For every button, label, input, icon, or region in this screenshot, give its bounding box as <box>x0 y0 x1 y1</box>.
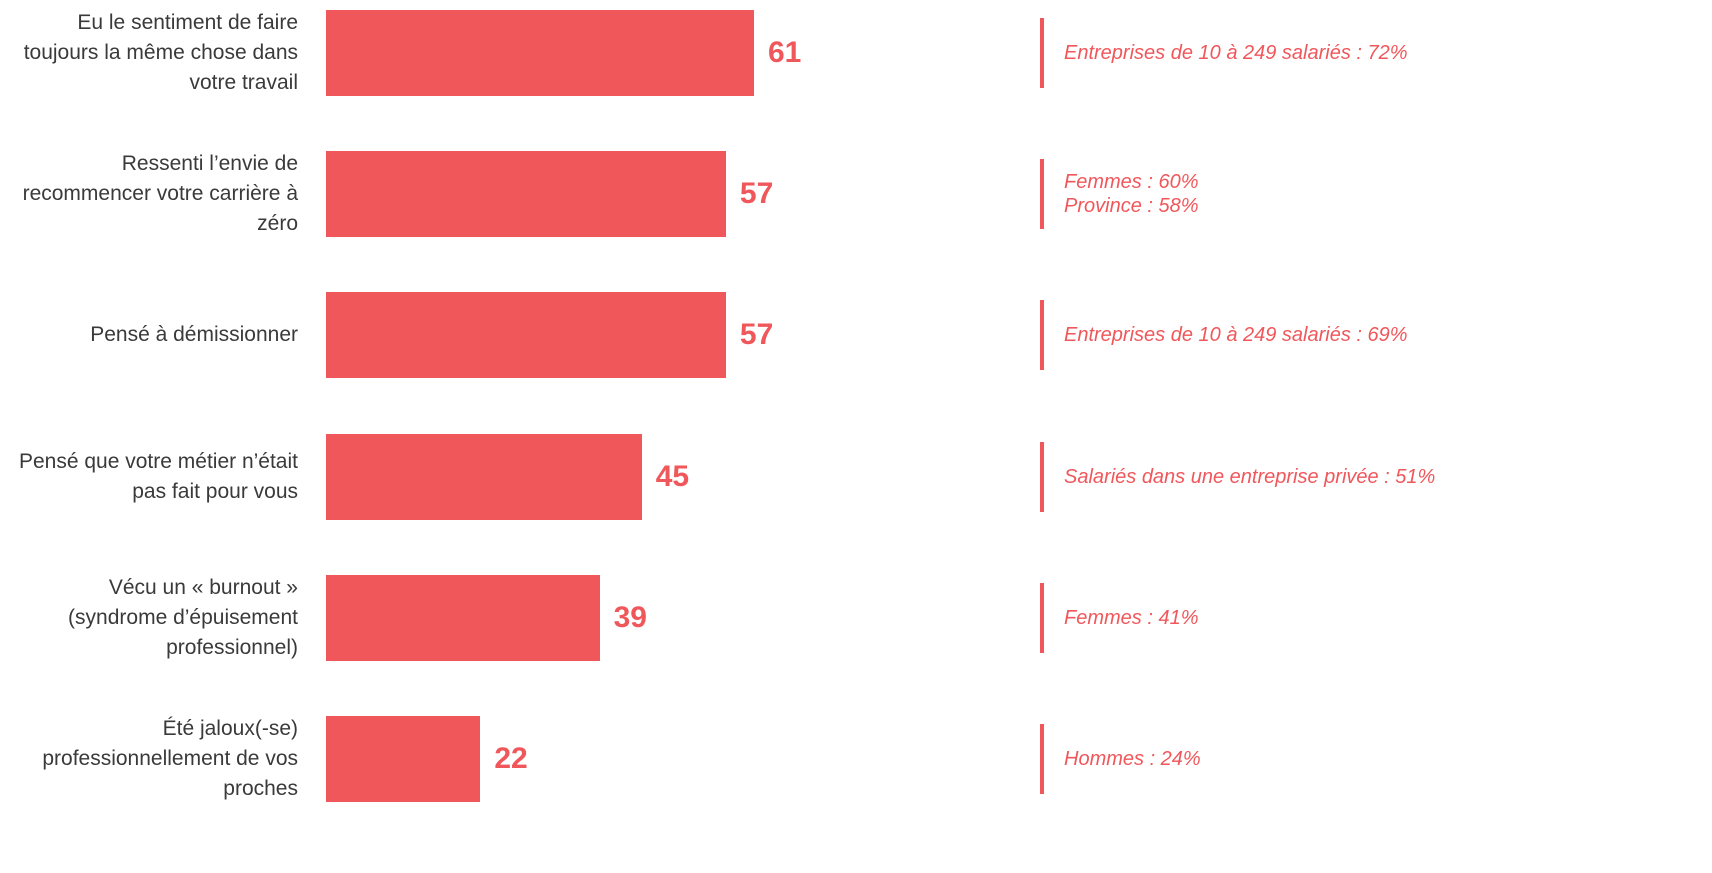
annotation: Entreprises de 10 à 249 salariés : 72% <box>1040 18 1408 88</box>
annotation-line: Entreprises de 10 à 249 salariés : 69% <box>1064 324 1408 347</box>
value-label: 22 <box>494 742 528 775</box>
annotation: Hommes : 24% <box>1040 724 1201 794</box>
annotation: Entreprises de 10 à 249 salariés : 69% <box>1040 300 1408 371</box>
annotation: Femmes : 41% <box>1040 582 1199 653</box>
category-label: Eu le sentiment de faire toujours la mêm… <box>23 11 298 94</box>
annotation-line: Femmes : 60% <box>1064 171 1199 194</box>
value-label: 57 <box>739 177 774 211</box>
annotation-line: Femmes : 41% <box>1064 606 1199 629</box>
annotation-line: Salariés dans une entreprise privée : 51… <box>1064 465 1436 488</box>
annotation-line: Province : 58% <box>1064 195 1199 218</box>
category-label: Ressenti l’envie de recommencer votre ca… <box>22 152 298 236</box>
value-label: 61 <box>768 36 802 69</box>
annotation-line: Hommes : 24% <box>1064 748 1201 770</box>
category-label: Pensé à démissionner <box>90 323 298 347</box>
annotation: Salariés dans une entreprise privée : 51… <box>1040 441 1436 512</box>
bar <box>326 10 754 96</box>
bar <box>326 716 481 802</box>
value-label: 45 <box>655 459 690 493</box>
bar <box>326 151 726 238</box>
annotation: Femmes : 60% Province : 58% <box>1040 159 1199 230</box>
category-label: Pensé que votre métier n’était pas fait … <box>19 449 298 503</box>
category-label: Vécu un « burnout » (syndrome d’épuiseme… <box>68 575 298 659</box>
category-label: Été jaloux(-se) professionnellement de v… <box>42 717 298 800</box>
annotation-line: Entreprises de 10 à 249 salariés : 72% <box>1064 42 1408 64</box>
value-label: 57 <box>739 318 774 352</box>
bar <box>326 433 642 520</box>
value-label: 39 <box>613 600 647 634</box>
bar <box>326 292 726 379</box>
bar <box>326 574 600 661</box>
